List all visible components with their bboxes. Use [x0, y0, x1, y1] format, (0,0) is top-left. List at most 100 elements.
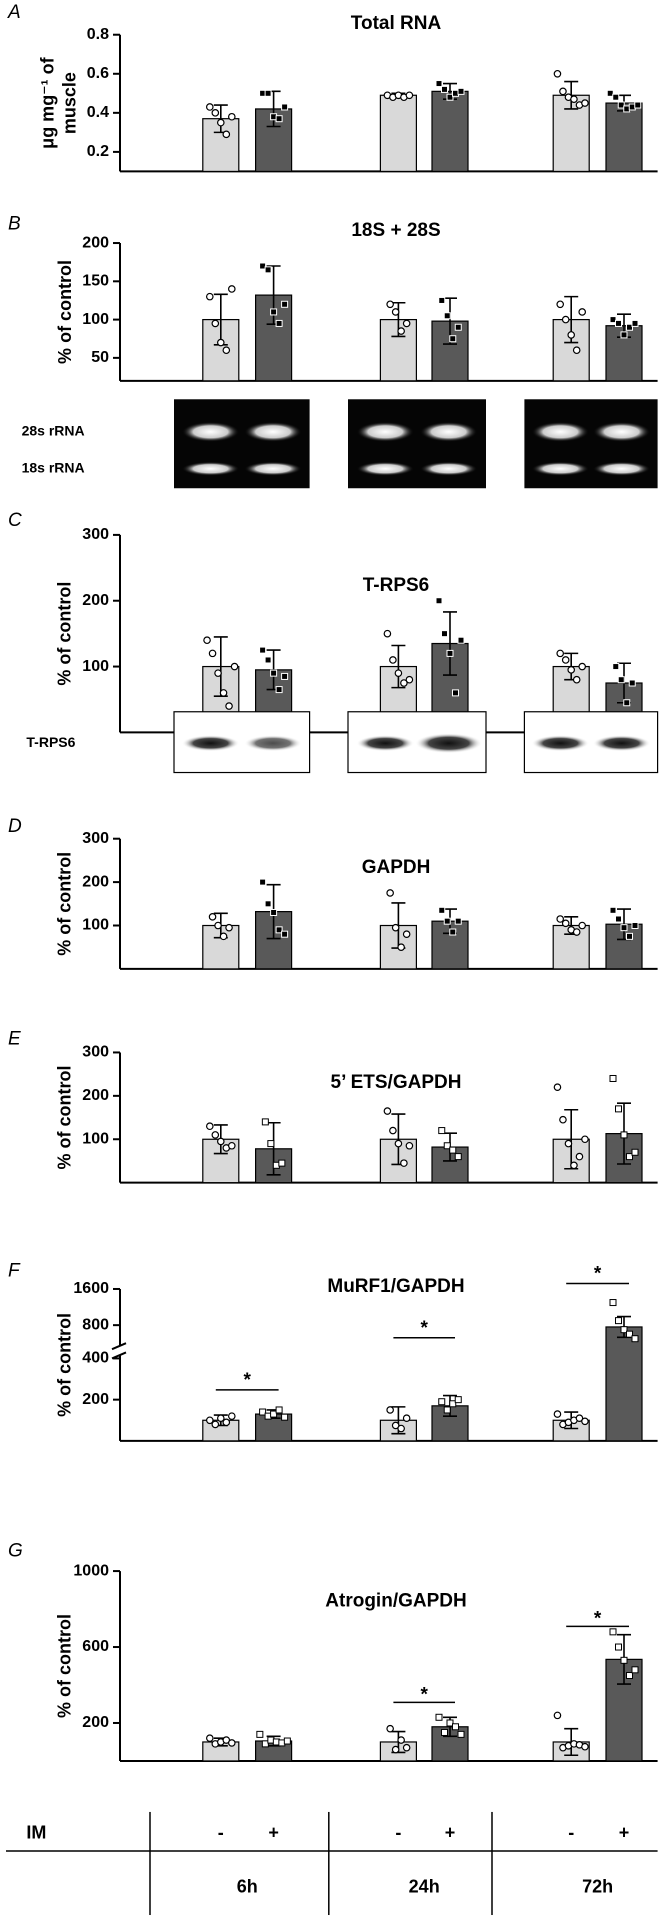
data-point [206, 1122, 214, 1131]
gel-band [244, 421, 302, 442]
gel-band [419, 421, 478, 442]
treatment-label: - [218, 1822, 224, 1842]
data-point [441, 1728, 448, 1736]
data-point [275, 926, 283, 934]
data-point [386, 1724, 394, 1733]
data-point [402, 1414, 411, 1423]
data-point [275, 319, 283, 327]
data-point [270, 669, 278, 677]
y-tick-label: 100 [82, 311, 109, 328]
y-tick-label: 200 [82, 1391, 109, 1408]
data-point [405, 1141, 414, 1150]
data-point [259, 646, 267, 654]
data-point [386, 300, 394, 309]
data-point [567, 331, 576, 339]
data-point [217, 118, 225, 127]
data-point [441, 630, 448, 638]
data-point [435, 80, 443, 88]
data-point [615, 915, 622, 923]
data-point [631, 319, 639, 327]
data-point [219, 689, 228, 697]
y-tick-label: 0.2 [87, 143, 109, 160]
data-point [394, 1139, 403, 1148]
data-point [270, 308, 278, 316]
panel-label: C [8, 510, 22, 531]
data-point [561, 315, 570, 324]
data-point [615, 1643, 622, 1651]
data-point [578, 308, 587, 316]
y-tick-label: 150 [82, 273, 109, 290]
gel-band [181, 461, 240, 476]
data-point [383, 1107, 392, 1115]
data-point [612, 663, 620, 671]
y-axis-label: % of control [55, 1313, 75, 1417]
data-point [615, 1317, 622, 1325]
data-point [620, 1131, 628, 1139]
data-point [449, 1400, 457, 1408]
data-point [281, 1413, 289, 1421]
y-axis-label: μg mg⁻¹ of [38, 56, 58, 149]
data-point [264, 656, 272, 664]
panel-title: T-RPS6 [363, 575, 430, 596]
y-tick-label: 300 [82, 1044, 109, 1061]
data-point [206, 103, 214, 111]
data-point [206, 292, 214, 301]
data-point [452, 689, 459, 697]
panel-label: F [8, 1261, 21, 1282]
error-bar [391, 644, 406, 689]
data-point [281, 300, 289, 308]
y-tick-label: 100 [82, 658, 109, 675]
data-point [389, 1126, 397, 1135]
data-point [609, 316, 617, 324]
data-point [259, 1408, 267, 1416]
data-point [446, 93, 454, 101]
gel-image [524, 399, 658, 489]
data-point [397, 1424, 405, 1433]
bar [605, 1326, 643, 1442]
data-point [556, 649, 565, 658]
data-point [446, 1719, 454, 1727]
data-point [394, 669, 403, 677]
panel-title: 18S + 28S [351, 220, 440, 241]
y-axis-label: % of control [55, 582, 75, 686]
table-label: IM [26, 1822, 46, 1842]
data-point [438, 296, 446, 304]
data-point [206, 1734, 214, 1742]
y-tick-label: 0.6 [87, 65, 109, 82]
y-tick-label: 1000 [73, 1562, 109, 1579]
data-point [222, 130, 231, 139]
data-point [264, 266, 272, 274]
treatment-label: + [445, 1822, 456, 1842]
blot-band [244, 735, 302, 752]
gel-band [531, 461, 590, 476]
panel-label: A [7, 2, 21, 23]
data-point [612, 93, 620, 101]
data-point [203, 636, 211, 645]
data-point [261, 1118, 269, 1126]
gel-band [356, 461, 415, 476]
panel-label: E [8, 1028, 21, 1049]
data-point [606, 89, 614, 97]
data-point [438, 1398, 446, 1406]
data-point [383, 629, 392, 638]
panel-title: 5’ ETS/GAPDH [331, 1072, 462, 1093]
y-axis-label: % of control [55, 1066, 75, 1170]
data-point [631, 1148, 639, 1156]
data-point [609, 1299, 617, 1307]
y-tick-label: 0.4 [87, 104, 109, 121]
y-tick-label: 200 [82, 1087, 109, 1104]
blot-band [356, 735, 415, 752]
data-point [386, 1406, 394, 1414]
data-point [397, 943, 405, 952]
treatment-label: - [568, 1822, 574, 1842]
data-point [438, 1127, 446, 1135]
data-point [449, 1146, 457, 1154]
data-point [264, 89, 272, 97]
data-point [267, 1140, 275, 1148]
data-point [628, 679, 636, 687]
data-point [228, 112, 236, 121]
data-point [454, 917, 462, 925]
group-label: 24h [409, 1877, 440, 1897]
group-label: 6h [237, 1877, 258, 1897]
